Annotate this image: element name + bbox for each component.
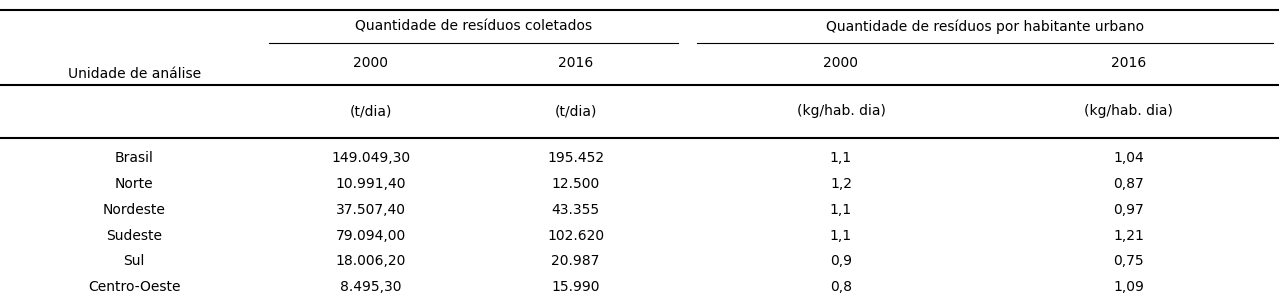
Text: 1,21: 1,21 [1113, 229, 1145, 242]
Text: Unidade de análise: Unidade de análise [68, 67, 201, 81]
Text: Quantidade de resíduos coletados: Quantidade de resíduos coletados [354, 20, 592, 34]
Text: 195.452: 195.452 [547, 152, 604, 165]
Text: 2000: 2000 [824, 56, 858, 70]
Text: 1,1: 1,1 [830, 203, 852, 217]
Text: 1,09: 1,09 [1113, 280, 1145, 294]
Text: 12.500: 12.500 [551, 177, 600, 191]
Text: Sudeste: Sudeste [106, 229, 162, 242]
Text: Sul: Sul [124, 254, 145, 268]
Text: (t/dia): (t/dia) [349, 104, 393, 118]
Text: Nordeste: Nordeste [102, 203, 166, 217]
Text: (t/dia): (t/dia) [554, 104, 597, 118]
Text: 20.987: 20.987 [551, 254, 600, 268]
Text: 1,04: 1,04 [1113, 152, 1145, 165]
Text: Centro-Oeste: Centro-Oeste [88, 280, 180, 294]
Text: 2000: 2000 [353, 56, 389, 70]
Text: 10.991,40: 10.991,40 [335, 177, 407, 191]
Text: 0,87: 0,87 [1113, 177, 1145, 191]
Text: (kg/hab. dia): (kg/hab. dia) [1085, 104, 1173, 118]
Text: 149.049,30: 149.049,30 [331, 152, 411, 165]
Text: 8.495,30: 8.495,30 [340, 280, 402, 294]
Text: Quantidade de resíduos por habitante urbano: Quantidade de resíduos por habitante urb… [826, 20, 1143, 34]
Text: 102.620: 102.620 [547, 229, 604, 242]
Text: 0,75: 0,75 [1114, 254, 1143, 268]
Text: Brasil: Brasil [115, 152, 153, 165]
Text: 0,8: 0,8 [830, 280, 852, 294]
Text: 0,97: 0,97 [1113, 203, 1145, 217]
Text: 1,2: 1,2 [830, 177, 852, 191]
Text: 2016: 2016 [1111, 56, 1146, 70]
Text: 18.006,20: 18.006,20 [335, 254, 407, 268]
Text: 2016: 2016 [558, 56, 593, 70]
Text: 1,1: 1,1 [830, 229, 852, 242]
Text: (kg/hab. dia): (kg/hab. dia) [797, 104, 885, 118]
Text: 1,1: 1,1 [830, 152, 852, 165]
Text: 43.355: 43.355 [551, 203, 600, 217]
Text: 0,9: 0,9 [830, 254, 852, 268]
Text: Norte: Norte [115, 177, 153, 191]
Text: 15.990: 15.990 [551, 280, 600, 294]
Text: 37.507,40: 37.507,40 [336, 203, 405, 217]
Text: 79.094,00: 79.094,00 [336, 229, 405, 242]
